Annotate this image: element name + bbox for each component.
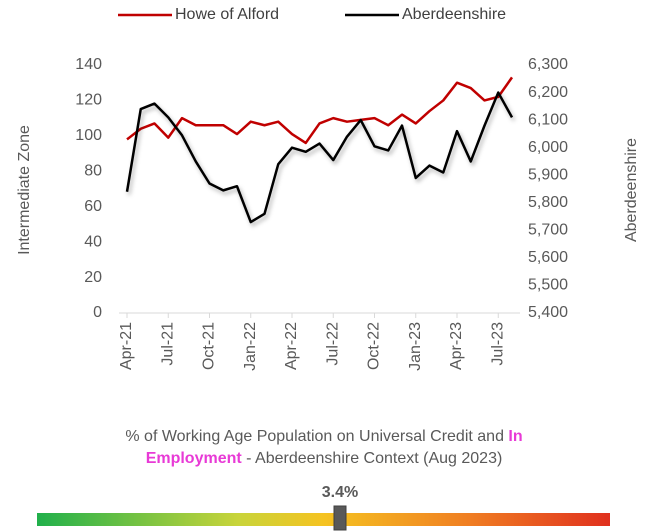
y2-tick-label: 6,200 [528,84,568,101]
y2-tick-label: 5,600 [528,249,568,266]
gauge-marker [333,505,347,531]
y2-tick-label: 5,800 [528,194,568,211]
y2-tick-label: 5,500 [528,277,568,294]
y2-tick-label: 6,300 [528,56,568,73]
gauge-title-part: In [508,428,522,445]
legend-label: Howe of Alford [175,6,279,23]
x-tick-label: Oct-21 [201,322,218,370]
legend-label: Aberdeenshire [402,6,506,23]
y-tick-label: 20 [84,269,102,286]
gauge-title-part: - Aberdeenshire Context (Aug 2023) [242,450,503,467]
y-tick-label: 0 [93,304,102,321]
x-tick-label: Oct-22 [366,322,383,370]
chart: 0 20 40 60 80 100 120 140 5,400 5,500 5,600 5,700 5,… [16,6,640,371]
x-tick-label: Jan-22 [242,322,259,371]
line-series [125,91,514,224]
gauge-title: % of Working Age Population on Universal… [125,428,522,445]
y-tick-label: 80 [84,163,102,180]
x-tick-label: Jul-21 [159,322,176,366]
y-tick-label: 100 [75,127,102,144]
x-tick-label: Jul-22 [324,322,341,366]
x-tick-label: Apr-21 [118,322,135,370]
gauge-title-part: Employment [146,450,243,467]
y2-tick-label: 6,000 [528,139,568,156]
gauge-value-label: 3.4% [322,484,358,501]
y2-tick-label: 5,900 [528,166,568,183]
x-tick-label: Jan-23 [407,322,424,371]
y-axis-title: Intermediate Zone [16,125,33,255]
gauge-title-part: % of Working Age Population on Universal… [125,428,508,445]
y-tick-label: 60 [84,198,102,215]
y2-tick-label: 5,700 [528,222,568,239]
y-tick-label: 140 [75,56,102,73]
gauge-bar [37,513,610,526]
y2-tick-label: 6,100 [528,111,568,128]
gauge-title: Employment - Aberdeenshire Context (Aug … [146,450,503,467]
line-series [126,76,514,145]
y2-axis-title: Aberdeenshire [623,138,640,242]
x-tick-label: Apr-23 [448,322,465,370]
x-tick-label: Jul-23 [489,322,506,366]
y2-tick-label: 5,400 [528,304,568,321]
y-tick-label: 40 [84,233,102,250]
x-tick-label: Apr-22 [283,322,300,370]
y-tick-label: 120 [75,92,102,109]
gauge: % of Working Age Population on Universal… [37,428,610,531]
